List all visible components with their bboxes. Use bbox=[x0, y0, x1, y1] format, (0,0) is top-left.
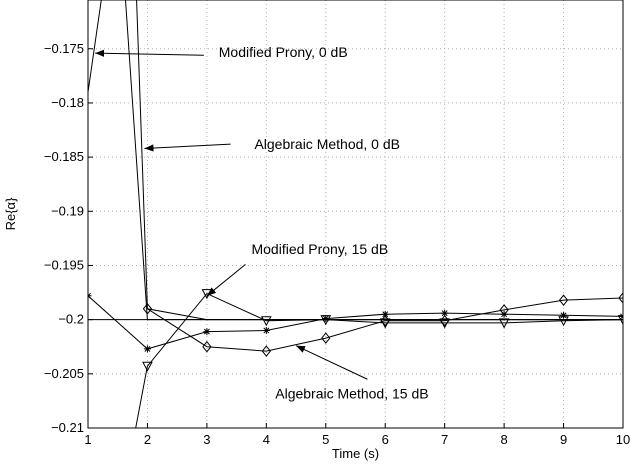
marker-alg15 bbox=[261, 345, 271, 357]
x-tick-label: 2 bbox=[144, 432, 151, 447]
y-tick-label: −0.205 bbox=[44, 366, 84, 381]
marker-alg15 bbox=[202, 340, 212, 353]
x-axis-label: Time (s) bbox=[332, 446, 379, 461]
series-line-star bbox=[88, 295, 623, 350]
marker-star bbox=[262, 326, 270, 334]
y-tick-label: −0.19 bbox=[51, 203, 84, 218]
marker-star bbox=[560, 311, 568, 319]
series-line-alg15 bbox=[147, 297, 623, 352]
ann-mp15-arrow bbox=[206, 263, 246, 297]
series-line-mp0 bbox=[88, 0, 623, 321]
annotations-layer: Modified Prony, 0 dB Algebraic Method, 0 … bbox=[95, 44, 429, 401]
x-tick-label: 6 bbox=[382, 432, 389, 447]
ann-alg0-arrow bbox=[144, 143, 231, 152]
x-tick-label: 3 bbox=[203, 432, 210, 447]
y-tick-label: −0.18 bbox=[51, 95, 84, 110]
ticks-layer: 1 2 3 4 5 6 7 8 9 10 −0.21 −0.205 −0.2 −0.195 −0.19 −0.… bbox=[44, 41, 630, 447]
y-axis-label: Re{α} bbox=[3, 197, 18, 230]
marker-mp15 bbox=[498, 318, 510, 329]
series-line-alg0 bbox=[136, 0, 623, 321]
marker-alg15 bbox=[558, 294, 569, 306]
x-tick-label: 8 bbox=[500, 432, 507, 447]
markers-layer bbox=[88, 289, 623, 372]
marker-alg15 bbox=[321, 332, 331, 344]
marker-star bbox=[203, 328, 211, 336]
x-tick-label: 4 bbox=[263, 432, 270, 447]
marker-alg15 bbox=[618, 292, 623, 304]
marker-mp15 bbox=[142, 361, 153, 372]
marker-mp15 bbox=[261, 316, 272, 327]
x-tick-label: 9 bbox=[560, 432, 567, 447]
marker-star bbox=[441, 309, 449, 317]
marker-star bbox=[143, 345, 151, 353]
ann-mp0-arrow bbox=[95, 49, 204, 57]
series-line-mp15 bbox=[135, 292, 623, 428]
plot-frame bbox=[87, 0, 624, 429]
x-tick-label: 5 bbox=[322, 432, 329, 447]
marker-star bbox=[381, 310, 389, 318]
ann-mp0-label: Modified Prony, 0 dB bbox=[219, 44, 348, 60]
marker-star bbox=[322, 315, 330, 323]
ann-alg15-arrow bbox=[295, 345, 368, 380]
series-layer bbox=[88, 0, 623, 428]
x-tick-label: 1 bbox=[84, 432, 91, 447]
grid bbox=[88, 0, 623, 428]
x-tick-label: 10 bbox=[616, 432, 630, 447]
y-tick-label: −0.175 bbox=[44, 41, 84, 56]
marker-mp15 bbox=[617, 315, 623, 326]
marker-star bbox=[500, 310, 508, 318]
marker-alg15 bbox=[142, 303, 153, 315]
x-tick-label: 7 bbox=[441, 432, 448, 447]
y-tick-label: −0.195 bbox=[44, 257, 84, 272]
marker-alg15 bbox=[380, 314, 390, 327]
ann-alg15-label: Algebraic Method, 15 dB bbox=[275, 385, 428, 401]
ann-alg0-label: Algebraic Method, 0 dB bbox=[254, 136, 400, 152]
y-tick-label: −0.185 bbox=[44, 149, 84, 164]
ann-mp15-label: Modified Prony, 15 dB bbox=[251, 241, 388, 257]
y-tick-label: −0.21 bbox=[51, 420, 84, 435]
y-tick-label: −0.2 bbox=[58, 312, 84, 327]
marker-alg15 bbox=[440, 314, 450, 327]
